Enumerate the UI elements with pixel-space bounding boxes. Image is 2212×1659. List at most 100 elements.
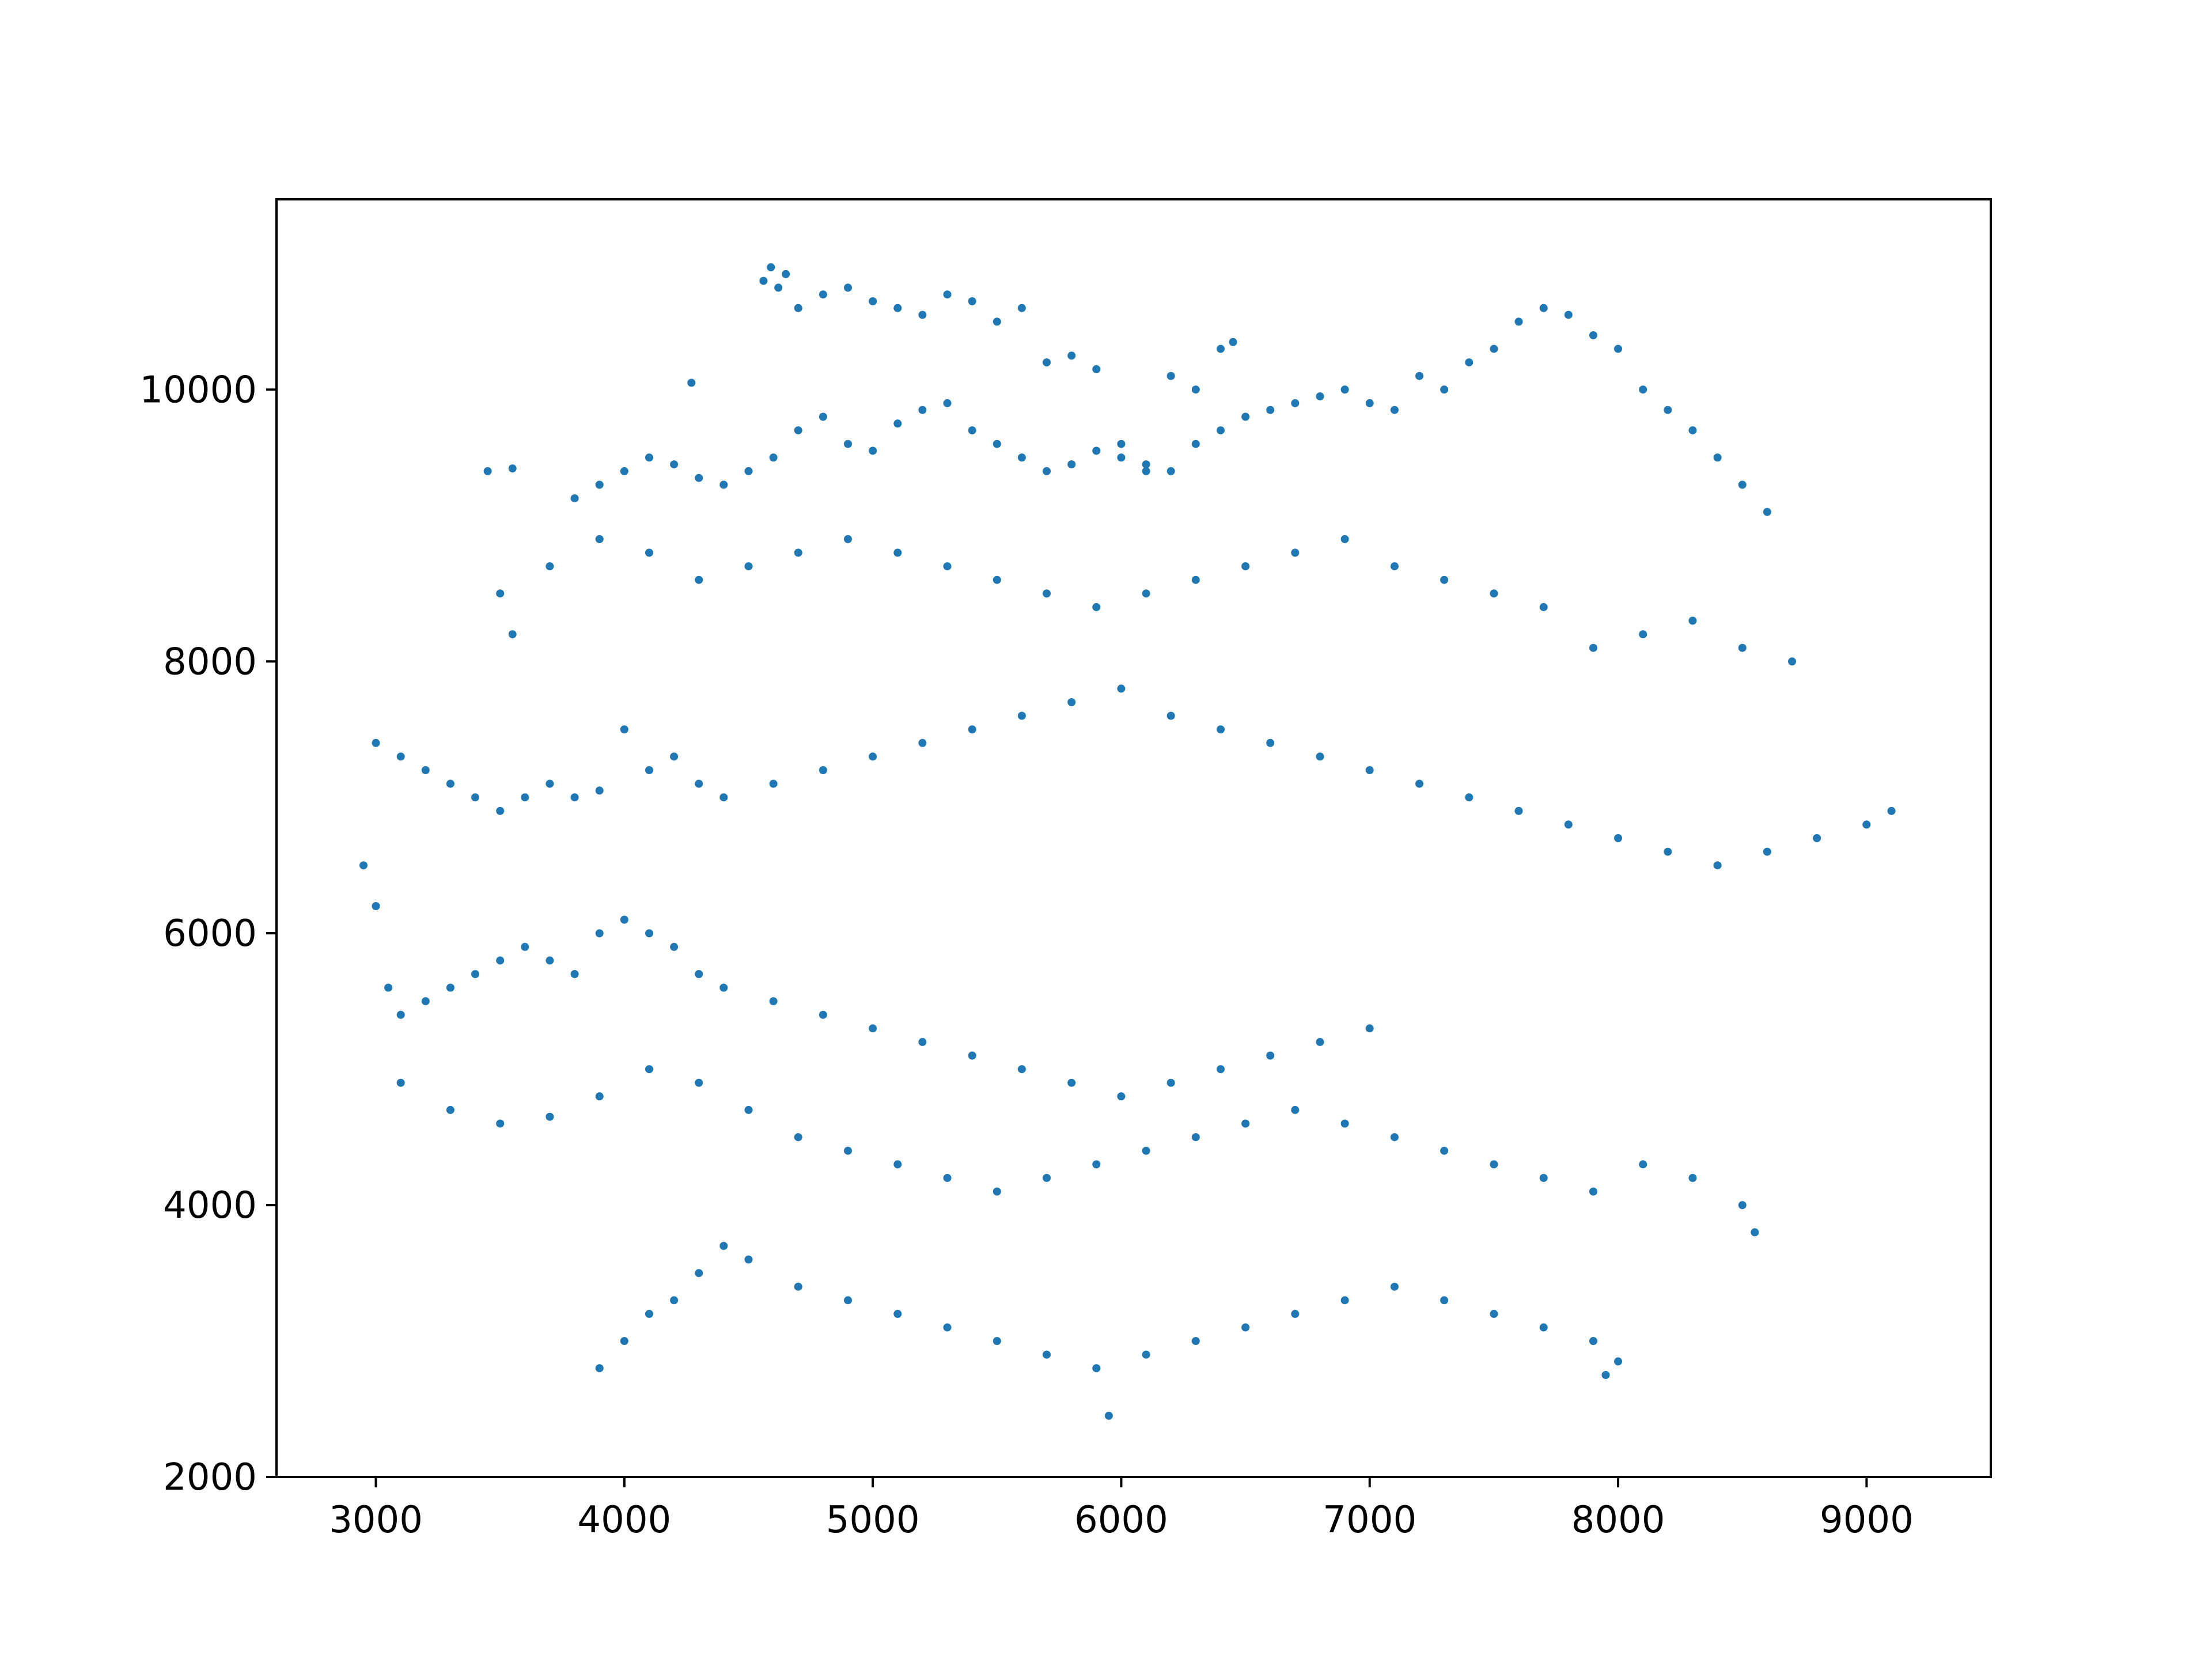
scatter-point [645, 1309, 653, 1318]
scatter-point [1664, 406, 1672, 414]
scatter-point [893, 1160, 902, 1169]
scatter-point [968, 426, 976, 435]
scatter-point [1539, 603, 1548, 611]
scatter-point [670, 752, 679, 761]
scatter-point [595, 1364, 604, 1373]
scatter-point [744, 467, 753, 475]
scatter-point [1217, 1065, 1225, 1074]
scatter-point [645, 766, 653, 774]
x-axis-ticks: 3000 4000 5000 6000 7000 8000 9000 [329, 1477, 1914, 1541]
scatter-point [1043, 589, 1051, 598]
scatter-point [844, 283, 852, 292]
scatter-point [1117, 453, 1126, 462]
scatter-point [1291, 1309, 1300, 1318]
scatter-point [1229, 338, 1237, 346]
scatter-point [645, 548, 653, 557]
scatter-point [1241, 1119, 1250, 1128]
scatter-points [359, 263, 1896, 1420]
scatter-point [396, 1010, 405, 1019]
x-tick-label: 8000 [1571, 1499, 1665, 1541]
scatter-point [1614, 834, 1622, 842]
scatter-point [421, 766, 430, 774]
scatter-point [844, 1146, 852, 1155]
scatter-point [446, 779, 454, 788]
scatter-point [1390, 406, 1399, 414]
scatter-point [1813, 834, 1821, 842]
y-tick-label: 8000 [163, 641, 257, 683]
scatter-point [719, 480, 728, 489]
scatter-point [1738, 643, 1747, 652]
scatter-point [943, 1323, 952, 1332]
scatter-point [1713, 861, 1722, 870]
scatter-point [844, 440, 852, 448]
scatter-point [620, 467, 628, 475]
scatter-point [1490, 1309, 1498, 1318]
scatter-point [1316, 1037, 1324, 1046]
scatter-point [1601, 1371, 1610, 1379]
scatter-point [1067, 1078, 1076, 1087]
scatter-point [1142, 460, 1150, 469]
x-tick-label: 4000 [577, 1499, 671, 1541]
scatter-point [769, 779, 778, 788]
scatter-point [1017, 304, 1026, 312]
scatter-point [670, 1296, 679, 1305]
scatter-point [384, 983, 393, 992]
scatter-point [893, 548, 902, 557]
scatter-point [1142, 467, 1150, 475]
scatter-point [993, 440, 1001, 448]
scatter-point [1688, 426, 1697, 435]
scatter-point [1440, 575, 1449, 584]
scatter-point [687, 378, 696, 387]
scatter-point [595, 535, 604, 543]
scatter-point [1751, 1228, 1759, 1237]
scatter-point [1043, 358, 1051, 367]
scatter-point [1266, 1051, 1275, 1060]
scatter-point [1514, 806, 1523, 815]
scatter-point [968, 725, 976, 734]
scatter-point [1688, 1173, 1697, 1182]
scatter-point [645, 929, 653, 938]
scatter-point [421, 997, 430, 1006]
scatter-point [1291, 1105, 1300, 1114]
scatter-point [1316, 392, 1324, 401]
scatter-point [1564, 820, 1573, 829]
scatter-point [620, 725, 628, 734]
scatter-point [1440, 1296, 1449, 1305]
scatter-point [645, 1065, 653, 1074]
scatter-point [1887, 806, 1896, 815]
scatter-point [1862, 820, 1871, 829]
scatter-point [968, 297, 976, 305]
scatter-point [483, 467, 492, 475]
scatter-point [794, 304, 802, 312]
scatter-point [1142, 1146, 1150, 1155]
y-tick-label: 6000 [163, 912, 257, 955]
scatter-point [1788, 657, 1796, 666]
scatter-point [1217, 426, 1225, 435]
scatter-point [1390, 1282, 1399, 1291]
scatter-point [759, 276, 768, 285]
scatter-point [1092, 603, 1101, 611]
scatter-point [1191, 385, 1200, 394]
scatter-point [769, 997, 778, 1006]
scatter-point [1117, 1092, 1126, 1101]
scatter-point [620, 1337, 628, 1345]
scatter-point [1316, 752, 1324, 761]
scatter-point [1092, 446, 1101, 455]
scatter-point [570, 494, 579, 503]
scatter-point [1067, 460, 1076, 469]
scatter-point [670, 460, 679, 469]
scatter-point [1241, 1323, 1250, 1332]
scatter-point [1440, 385, 1449, 394]
scatter-point [1340, 1119, 1349, 1128]
scatter-point [1217, 725, 1225, 734]
scatter-point [695, 779, 703, 788]
scatter-point [1191, 575, 1200, 584]
scatter-point [546, 956, 554, 965]
scatter-point [1738, 480, 1747, 489]
scatter-point [893, 1309, 902, 1318]
scatter-point [869, 1024, 877, 1033]
scatter-point [1564, 310, 1573, 319]
scatter-point [695, 970, 703, 978]
scatter-point [1639, 385, 1647, 394]
x-tick-label: 7000 [1323, 1499, 1416, 1541]
